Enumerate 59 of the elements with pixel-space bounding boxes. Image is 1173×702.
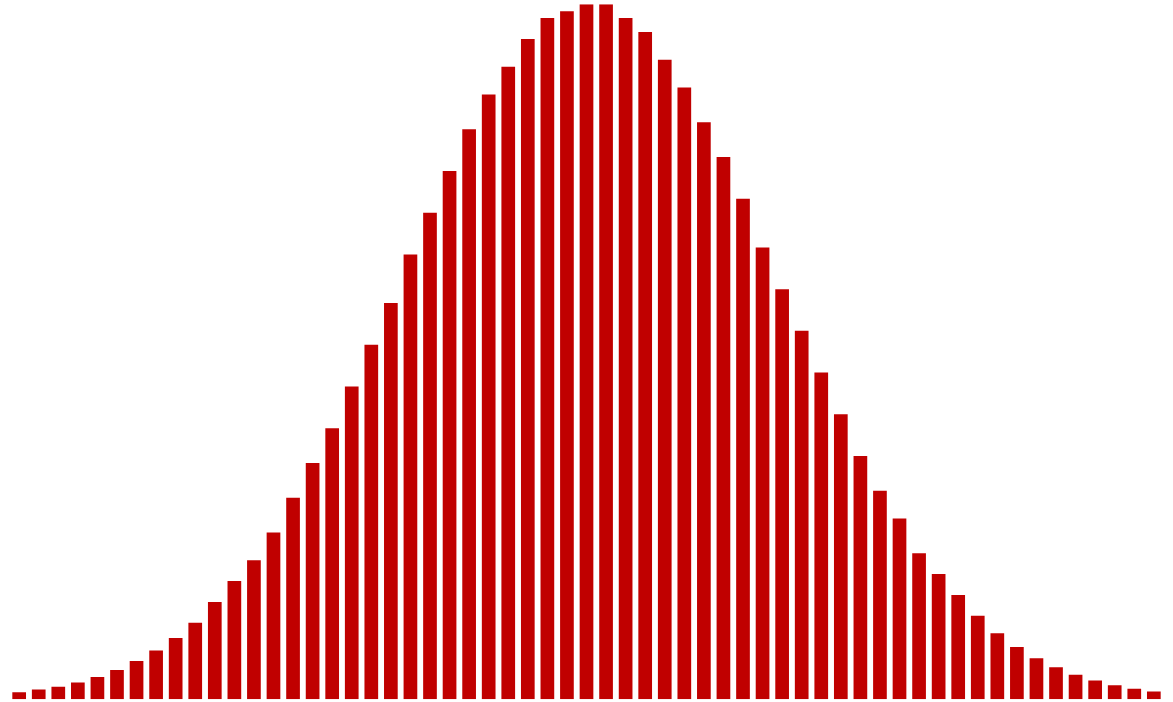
bar — [618, 18, 633, 700]
bar — [423, 212, 437, 700]
bar — [286, 497, 300, 700]
bar — [1029, 658, 1044, 700]
bar — [364, 344, 379, 700]
bar — [481, 94, 496, 700]
bar — [1127, 688, 1142, 700]
bar — [736, 198, 750, 700]
bar — [931, 574, 946, 700]
bar — [677, 87, 692, 700]
bar — [873, 490, 887, 700]
bar — [560, 11, 574, 700]
bar — [833, 414, 848, 700]
bar — [755, 247, 770, 700]
bar — [520, 38, 535, 700]
bar — [892, 518, 907, 700]
bar — [970, 615, 985, 700]
bar — [990, 633, 1005, 700]
bar — [266, 532, 281, 700]
bar — [188, 622, 203, 700]
bar — [110, 670, 124, 700]
bar — [403, 254, 418, 700]
bar — [853, 455, 868, 700]
bar — [912, 553, 926, 700]
bar — [12, 692, 27, 700]
bar — [207, 601, 222, 700]
bar — [247, 560, 261, 700]
bar — [794, 330, 809, 700]
bar — [168, 638, 183, 700]
bar — [1068, 674, 1083, 700]
bar — [638, 32, 653, 700]
bar — [71, 682, 85, 700]
bar — [1010, 647, 1024, 700]
bar — [951, 594, 966, 700]
bar — [579, 4, 594, 700]
bar — [657, 59, 672, 700]
bar — [775, 289, 789, 700]
bar — [31, 689, 46, 700]
bar — [51, 686, 66, 700]
bar — [129, 660, 144, 700]
bar — [1146, 691, 1161, 700]
bar — [814, 372, 829, 700]
bar — [90, 676, 105, 700]
bar — [442, 171, 457, 700]
bar — [149, 650, 163, 700]
bar — [1049, 667, 1063, 700]
bar — [384, 303, 398, 700]
bar — [697, 122, 711, 700]
bar — [227, 581, 242, 700]
bar — [305, 462, 320, 700]
bar — [1088, 680, 1102, 700]
bar — [599, 4, 613, 700]
bar — [462, 129, 476, 700]
bar — [501, 66, 516, 700]
bar — [325, 428, 340, 700]
bar — [344, 386, 359, 700]
bar — [716, 157, 731, 700]
bar — [540, 18, 555, 700]
bar — [1107, 685, 1122, 700]
